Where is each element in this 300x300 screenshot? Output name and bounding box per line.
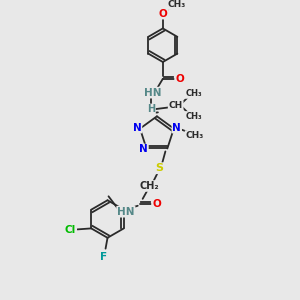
Text: O: O xyxy=(175,74,184,84)
Text: N: N xyxy=(172,123,181,133)
Text: O: O xyxy=(158,9,167,19)
Text: F: F xyxy=(100,251,107,262)
Text: CH₂: CH₂ xyxy=(140,181,159,191)
Text: CH₃: CH₃ xyxy=(185,112,202,121)
Text: N: N xyxy=(133,123,141,133)
Text: N: N xyxy=(139,145,148,154)
Text: CH₃: CH₃ xyxy=(185,131,204,140)
Text: HN: HN xyxy=(144,88,162,98)
Text: CH₃: CH₃ xyxy=(185,89,202,98)
Text: Cl: Cl xyxy=(65,225,76,236)
Text: S: S xyxy=(155,163,164,173)
Text: O: O xyxy=(152,199,161,209)
Text: CH₃: CH₃ xyxy=(167,0,186,9)
Text: HN: HN xyxy=(117,207,135,217)
Text: CH: CH xyxy=(169,101,183,110)
Text: H: H xyxy=(147,104,155,114)
